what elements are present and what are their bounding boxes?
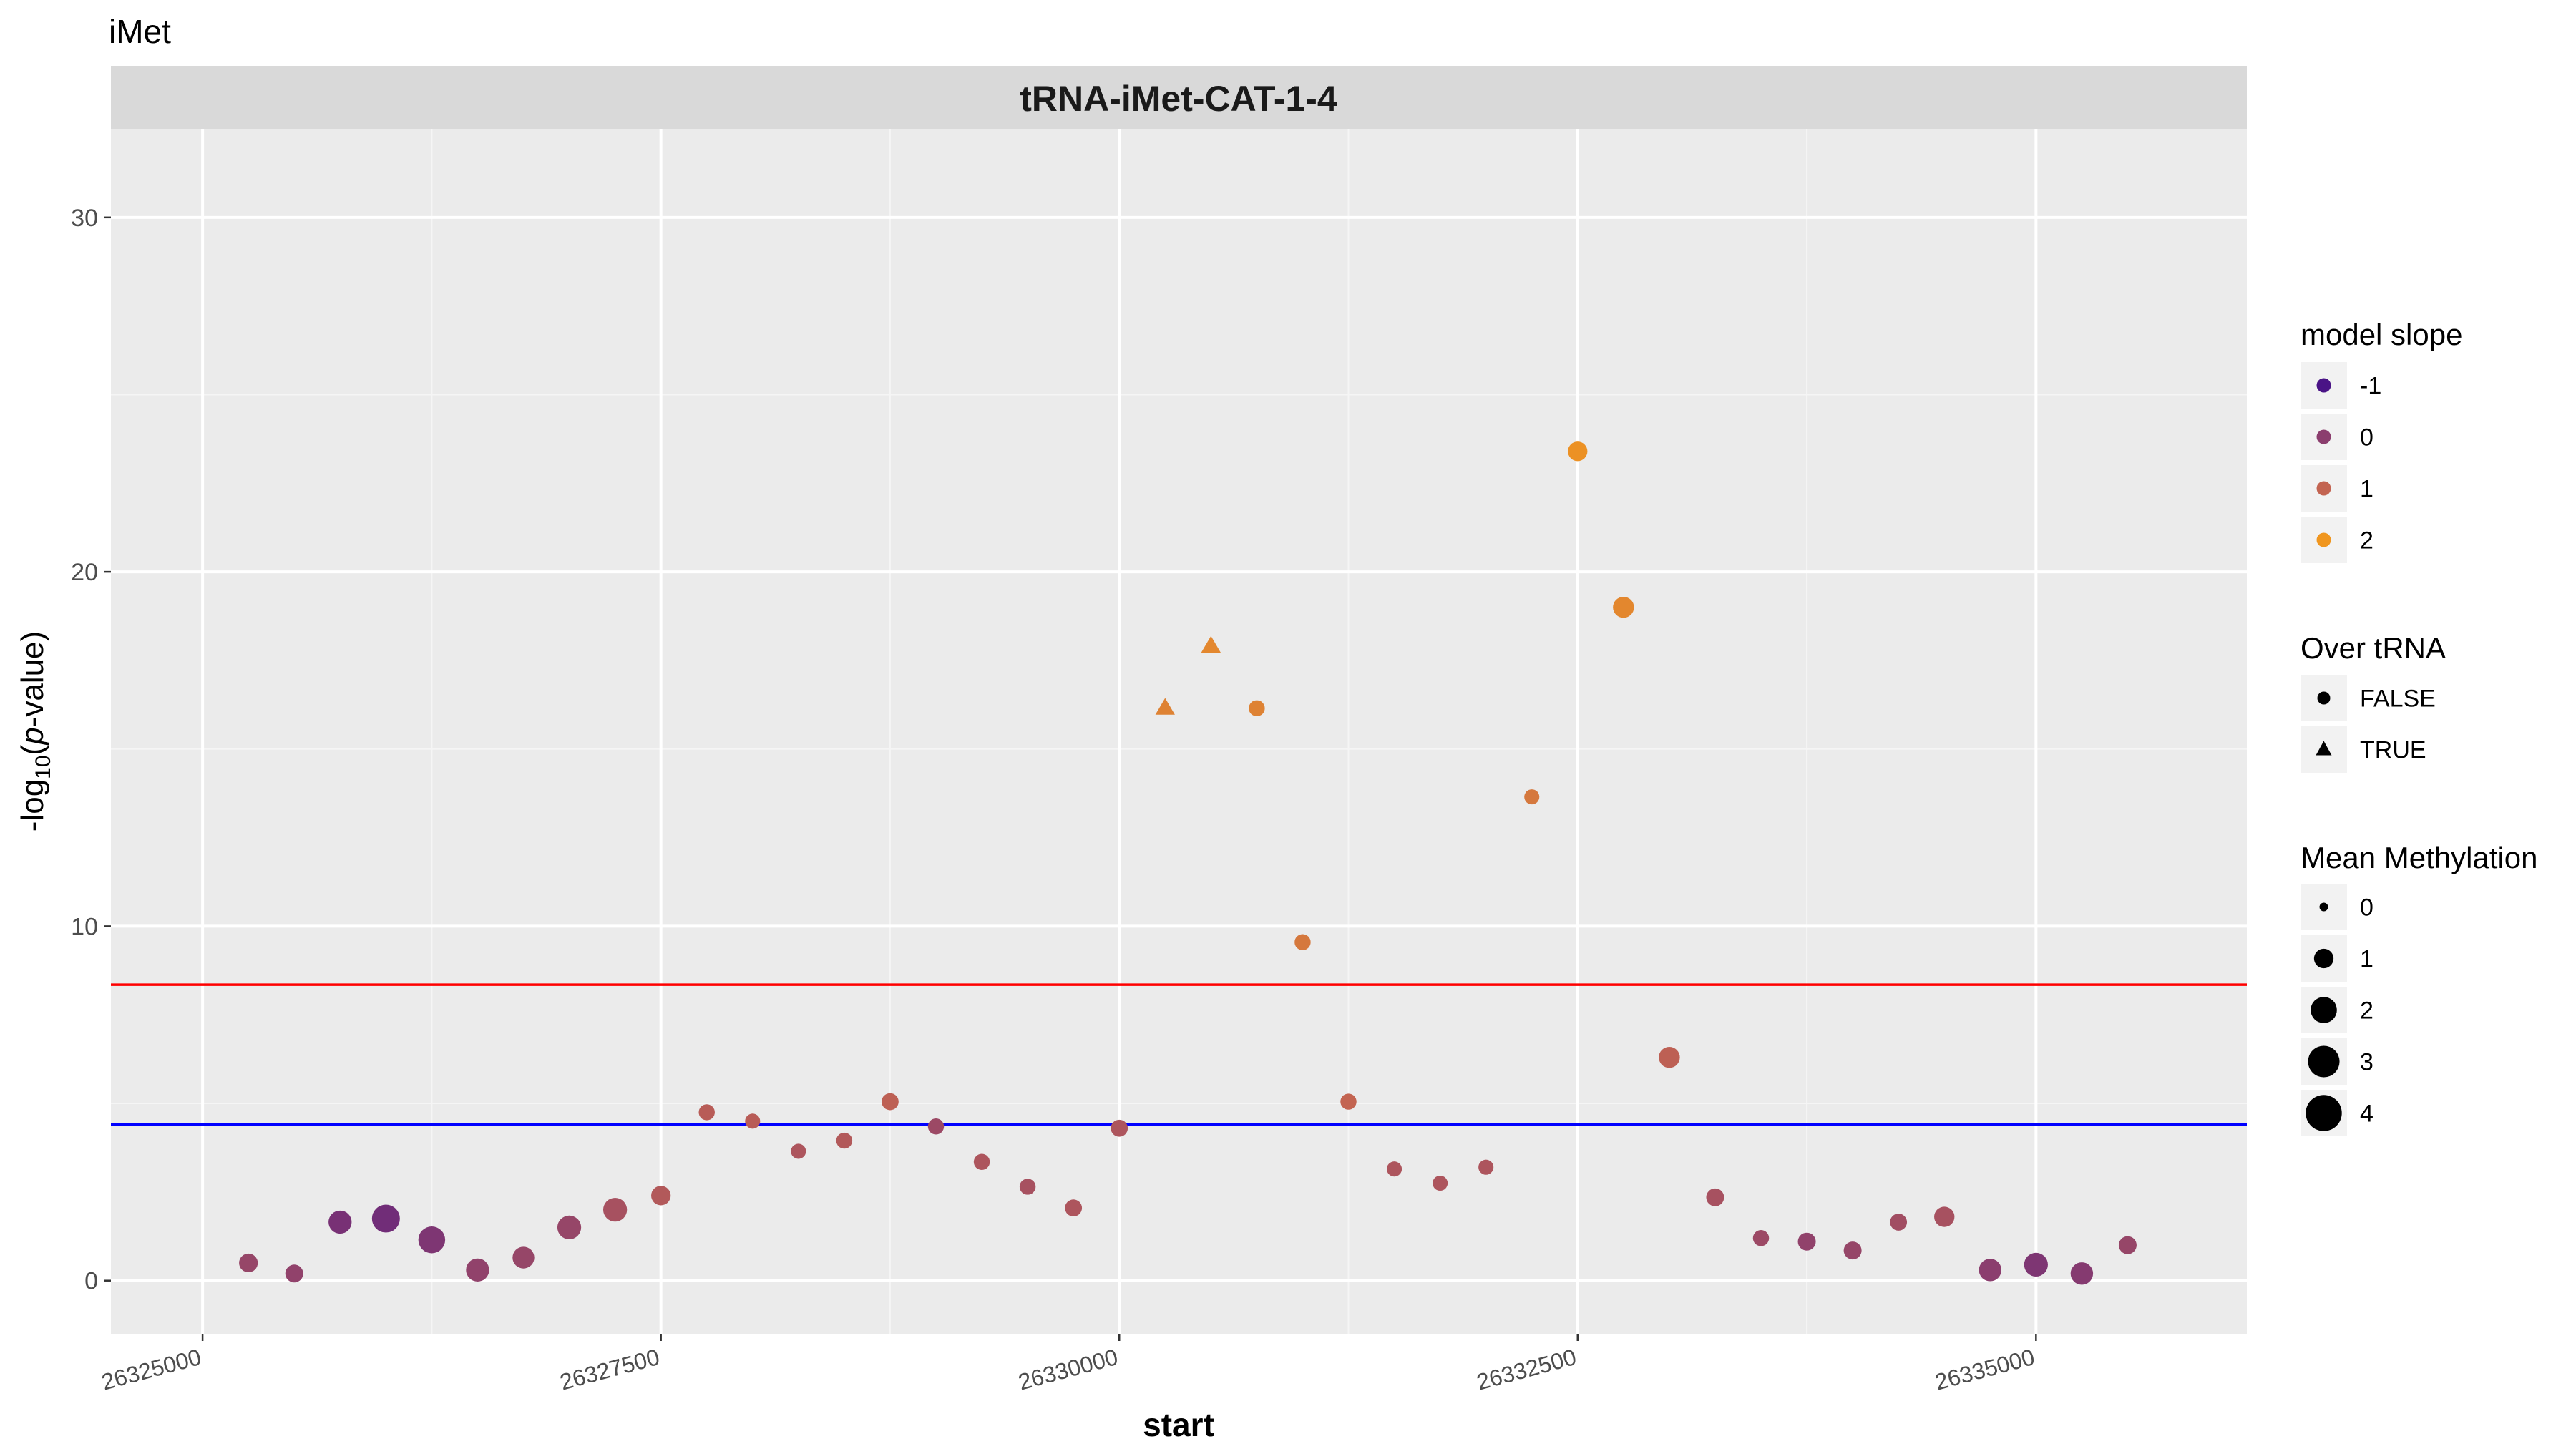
data-point [1478, 1159, 1494, 1175]
y-axis-title-italic: p [15, 727, 50, 746]
data-point [2024, 1252, 2048, 1277]
x-tick-label: 26325000 [99, 1344, 204, 1395]
data-point-triangle [1201, 635, 1221, 653]
x-tick-label: 26330000 [1015, 1344, 1121, 1395]
x-tick-label: 26327500 [557, 1344, 663, 1395]
legend-size-swatch [2306, 1095, 2342, 1131]
facet-strip [111, 66, 2247, 129]
data-point [651, 1186, 671, 1206]
data-point [1659, 1046, 1680, 1068]
x-tick-label: 26335000 [1932, 1344, 2037, 1395]
legend-label: FALSE [2360, 686, 2436, 713]
data-point [1843, 1241, 1862, 1260]
y-axis-title-suffix: -value) [15, 631, 50, 728]
legend-size-swatch [2313, 948, 2334, 969]
data-point [2118, 1236, 2137, 1254]
legend-label: TRUE [2360, 737, 2426, 764]
data-point [371, 1204, 400, 1233]
plot-panel [111, 129, 2247, 1334]
data-point [603, 1198, 628, 1222]
data-point [1433, 1175, 1448, 1191]
data-point-triangle [1155, 698, 1175, 715]
data-point [973, 1153, 990, 1171]
data-point [698, 1104, 715, 1121]
data-point [745, 1113, 761, 1129]
legend-swatch [2316, 481, 2331, 496]
data-point [1934, 1206, 1955, 1227]
legend-triangle-swatch [2316, 741, 2332, 756]
data-point [328, 1210, 352, 1234]
data-point [836, 1132, 853, 1149]
legend: model slope -1 0 1 2 Over tRNA FALSE TRUE Mean M… [2301, 318, 2538, 1136]
legend-title-mean-methylation: Mean Methylation [2301, 841, 2538, 874]
data-point [2070, 1262, 2094, 1285]
legend-label: 1 [2360, 946, 2373, 973]
data-points [239, 441, 2137, 1285]
legend-label: 2 [2360, 527, 2373, 555]
data-point [927, 1118, 945, 1135]
legend-label: 4 [2360, 1101, 2373, 1128]
y-tick-label: 10 [71, 913, 98, 940]
data-point [1979, 1259, 2001, 1282]
data-point [882, 1093, 899, 1111]
legend-size-swatch [2311, 997, 2337, 1023]
legend-size-swatch [2319, 902, 2328, 912]
legend-label: 2 [2360, 997, 2373, 1025]
legend-label: 0 [2360, 424, 2373, 452]
legend-label: 0 [2360, 894, 2373, 922]
y-axis-title-open: ( [15, 744, 50, 755]
data-point [1752, 1230, 1770, 1246]
data-point [1568, 441, 1588, 462]
y-axis-title: -log10(p-value) [15, 631, 55, 831]
chart-title: iMet [109, 13, 171, 50]
data-point [418, 1226, 446, 1254]
legend-label: 1 [2360, 476, 2373, 503]
data-point [791, 1143, 806, 1159]
legend-label: 3 [2360, 1049, 2373, 1076]
legend-swatch [2316, 378, 2331, 393]
x-tick-label: 26332500 [1474, 1344, 1579, 1395]
data-point [1294, 934, 1311, 950]
data-point [1387, 1161, 1402, 1177]
data-point [466, 1258, 489, 1282]
legend-swatch [2316, 429, 2331, 444]
data-point [1890, 1214, 1908, 1231]
y-tick-label: 30 [71, 205, 98, 232]
facet-label: tRNA-iMet-CAT-1-4 [1020, 79, 1337, 119]
threshold-lines [111, 983, 2247, 1126]
data-point [512, 1246, 535, 1269]
data-point [1706, 1188, 1724, 1206]
legend-title-over-trna: Over tRNA [2301, 631, 2446, 665]
legend-title-model-slope: model slope [2301, 318, 2462, 351]
y-tick-label: 20 [71, 559, 98, 586]
y-axis-title-prefix: -log [15, 779, 50, 831]
data-point [285, 1264, 303, 1283]
legend-swatch [2316, 532, 2331, 547]
data-point [1340, 1093, 1357, 1110]
data-point [239, 1253, 258, 1273]
y-axis-title-sub: 10 [31, 755, 55, 779]
data-point [1524, 789, 1540, 805]
data-point [557, 1215, 582, 1240]
legend-label: -1 [2360, 373, 2381, 400]
grid-lines [111, 129, 2247, 1334]
data-point [1019, 1179, 1036, 1195]
data-point [1613, 596, 1634, 618]
y-tick-label: 0 [84, 1268, 98, 1295]
legend-circle-swatch [2317, 691, 2331, 705]
data-point [1111, 1119, 1128, 1137]
x-axis-title: start [1143, 1406, 1214, 1443]
legend-size-swatch [2308, 1045, 2340, 1078]
data-point [1797, 1232, 1816, 1251]
data-point [1249, 700, 1265, 717]
data-point [1065, 1199, 1083, 1217]
